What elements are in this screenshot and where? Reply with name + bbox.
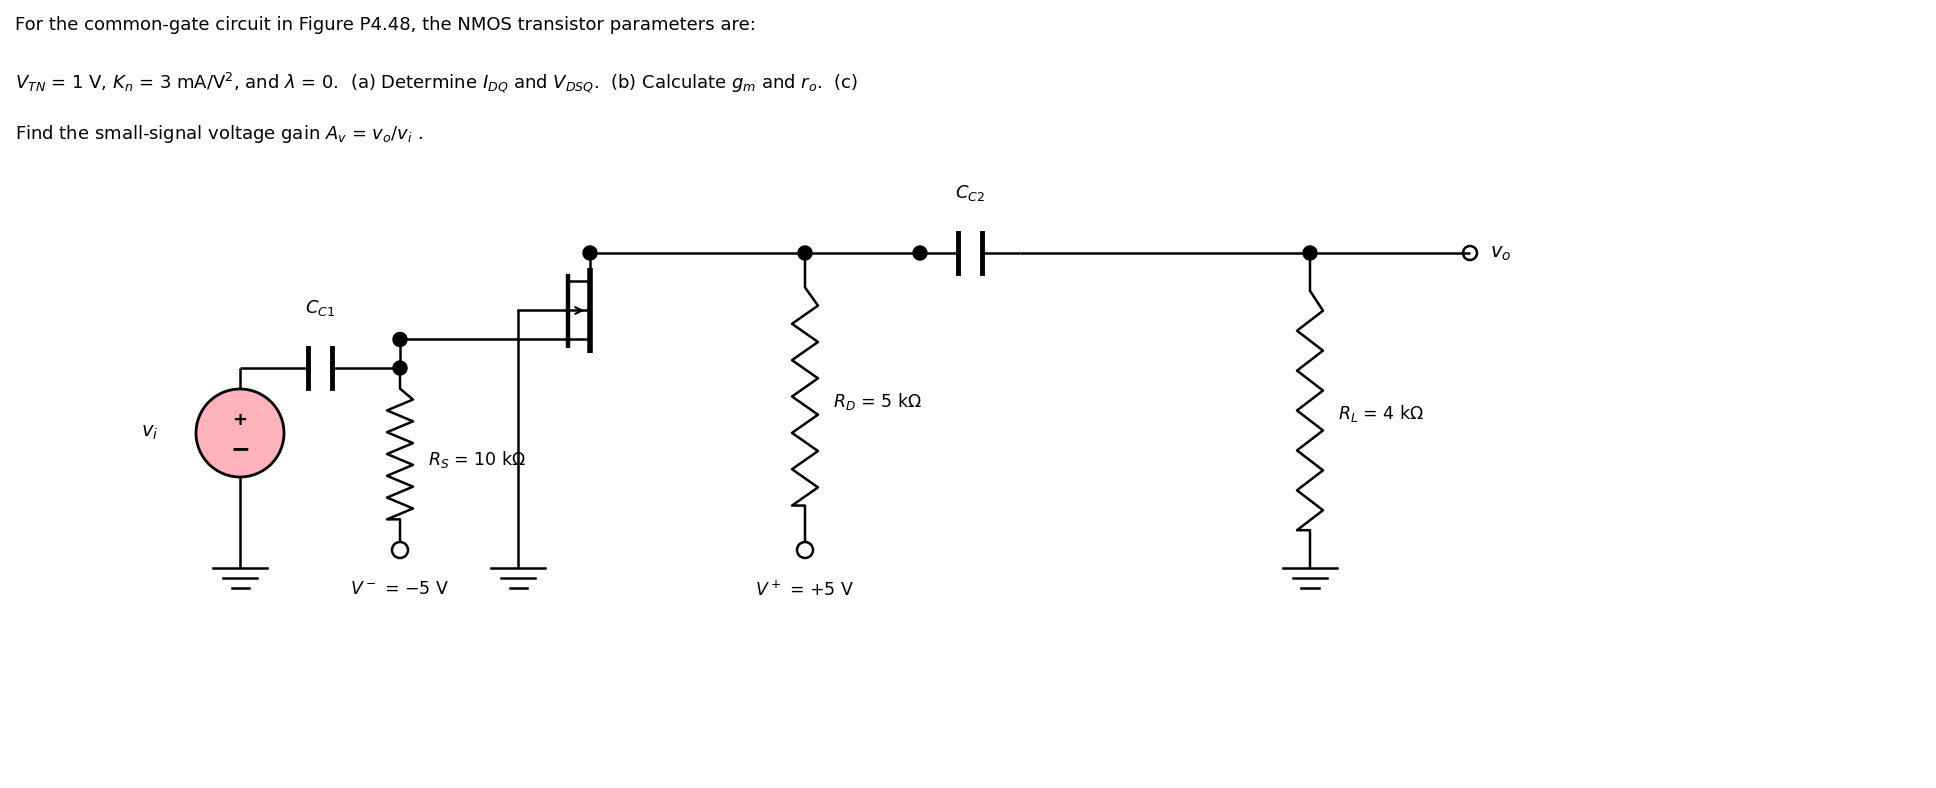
Text: $V^+$ = +5 V: $V^+$ = +5 V — [755, 580, 854, 600]
Text: $R_S$ = 10 k$\Omega$: $R_S$ = 10 k$\Omega$ — [428, 448, 527, 470]
Circle shape — [798, 246, 811, 260]
Text: $R_L$ = 4 k$\Omega$: $R_L$ = 4 k$\Omega$ — [1338, 403, 1425, 423]
Circle shape — [393, 361, 407, 375]
Text: $v_i$: $v_i$ — [141, 423, 159, 443]
Circle shape — [393, 333, 407, 347]
Text: $V_{TN}$ = 1 V, $K_n$ = 3 mA/V$^2$, and $\lambda$ = 0.  (a) Determine $I_{DQ}$ a: $V_{TN}$ = 1 V, $K_n$ = 3 mA/V$^2$, and … — [15, 70, 858, 95]
Text: $V^-$ = $-$5 V: $V^-$ = $-$5 V — [350, 580, 449, 598]
Text: Find the small-signal voltage gain $A_v$ = $v_o$/$v_i$ .: Find the small-signal voltage gain $A_v$… — [15, 123, 422, 145]
Text: $C_{C1}$: $C_{C1}$ — [304, 298, 335, 318]
Text: For the common-gate circuit in Figure P4.48, the NMOS transistor parameters are:: For the common-gate circuit in Figure P4… — [15, 16, 755, 34]
Circle shape — [914, 246, 927, 260]
Text: −: − — [230, 437, 250, 461]
Circle shape — [1303, 246, 1316, 260]
Circle shape — [583, 246, 596, 260]
Text: +: + — [232, 411, 248, 429]
Circle shape — [196, 389, 285, 477]
Text: $C_{C2}$: $C_{C2}$ — [954, 183, 985, 203]
Text: $R_D$ = 5 k$\Omega$: $R_D$ = 5 k$\Omega$ — [832, 391, 922, 412]
Text: $v_o$: $v_o$ — [1491, 243, 1512, 262]
